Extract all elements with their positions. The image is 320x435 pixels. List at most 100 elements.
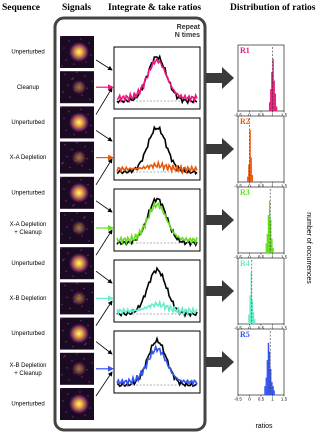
signal-spot xyxy=(68,393,90,415)
x-tick-label: -0.5 xyxy=(234,326,242,331)
noise xyxy=(65,59,67,61)
noise xyxy=(60,247,62,249)
noise xyxy=(83,217,85,219)
histogram-bar xyxy=(266,233,268,254)
sequence-label: Cleanup xyxy=(17,85,40,91)
noise xyxy=(81,235,83,237)
x-tick-label: 0 xyxy=(248,113,251,118)
noise xyxy=(60,388,62,390)
histogram-bar xyxy=(265,243,267,254)
header: Integrate & take ratios xyxy=(108,3,201,13)
x-tick-label: 0.5 xyxy=(258,184,265,189)
signal-spot xyxy=(71,360,87,377)
x-tick-label: -0.5 xyxy=(234,255,242,260)
big-arrow xyxy=(206,209,234,231)
noise xyxy=(63,356,65,358)
noise xyxy=(84,145,86,148)
repeat-note: Repeat xyxy=(177,24,201,31)
noise xyxy=(73,204,75,206)
x-tick-label: 1.5 xyxy=(281,255,288,260)
histogram-bar xyxy=(248,314,250,325)
noise xyxy=(89,168,91,171)
x-tick-label: 1.5 xyxy=(281,113,288,118)
histogram-bar xyxy=(267,342,270,396)
noise xyxy=(71,289,73,292)
x-tick-label: 1 xyxy=(271,184,274,189)
noise xyxy=(63,117,65,120)
histogram-bar xyxy=(270,89,272,112)
histogram-bar xyxy=(250,271,252,325)
arrow xyxy=(95,371,113,397)
sequence-label: Unperturbed xyxy=(11,331,44,337)
x-tick-label: 0 xyxy=(248,184,251,189)
trace-panel xyxy=(113,188,201,252)
histogram-bar xyxy=(265,377,267,396)
noise xyxy=(89,336,91,339)
header: Signals xyxy=(62,3,91,13)
histogram-bar xyxy=(274,93,277,112)
noise xyxy=(88,310,90,313)
noise xyxy=(81,164,83,167)
noise xyxy=(87,395,89,397)
arrow-tip xyxy=(108,365,114,372)
noise xyxy=(65,129,67,132)
header: Distribution of ratios xyxy=(230,3,316,13)
noise xyxy=(80,38,82,40)
noise xyxy=(71,78,73,80)
panel-label: R5 xyxy=(240,330,250,339)
noise xyxy=(67,322,69,325)
noise xyxy=(61,162,63,165)
noise xyxy=(84,414,86,416)
label-line: X-A Depletion xyxy=(10,222,47,228)
repeat-note: N times xyxy=(175,32,200,39)
noise xyxy=(87,113,89,116)
noise xyxy=(91,80,93,82)
noise xyxy=(81,305,83,308)
noise xyxy=(69,237,71,239)
noise xyxy=(87,184,89,186)
noise xyxy=(80,179,82,181)
noise xyxy=(88,240,90,242)
arrow-tip xyxy=(108,154,114,161)
noise xyxy=(79,391,81,393)
trace xyxy=(116,343,198,388)
label-line: + Cleanup xyxy=(14,370,42,376)
noise xyxy=(66,367,68,369)
x-tick-label: 0 xyxy=(248,397,251,402)
arrow xyxy=(95,130,113,142)
histogram-bar xyxy=(273,80,275,112)
noise xyxy=(68,40,70,42)
big-arrow xyxy=(206,351,234,373)
noise xyxy=(87,324,89,327)
arrow xyxy=(95,158,113,186)
noise xyxy=(88,381,90,383)
x-tick-label: -0.5 xyxy=(234,113,242,118)
x-tick-label: 0.5 xyxy=(258,113,265,118)
arrow xyxy=(95,270,113,284)
noise xyxy=(72,345,74,348)
noise xyxy=(60,106,62,109)
trace xyxy=(116,159,198,175)
noise xyxy=(85,202,87,204)
histogram-bar xyxy=(272,386,274,396)
sequence-label: Unperturbed xyxy=(11,261,44,267)
histogram-bar xyxy=(254,319,256,325)
noise xyxy=(76,212,78,214)
noise xyxy=(71,360,73,362)
big-arrow xyxy=(206,138,234,160)
histogram-bar xyxy=(273,390,275,396)
noise xyxy=(76,141,78,144)
x-tick-label: 1 xyxy=(271,255,274,260)
x-tick-label: 1 xyxy=(271,397,274,402)
label-line: + Cleanup xyxy=(14,230,42,236)
noise xyxy=(88,42,90,44)
arrow-tip xyxy=(108,84,114,91)
noise xyxy=(68,181,70,183)
noise xyxy=(69,166,71,169)
sequence-label: Unperturbed xyxy=(11,50,44,56)
histogram-bar xyxy=(271,381,273,396)
noise xyxy=(85,61,87,63)
trace xyxy=(116,299,198,318)
noise xyxy=(85,131,87,134)
